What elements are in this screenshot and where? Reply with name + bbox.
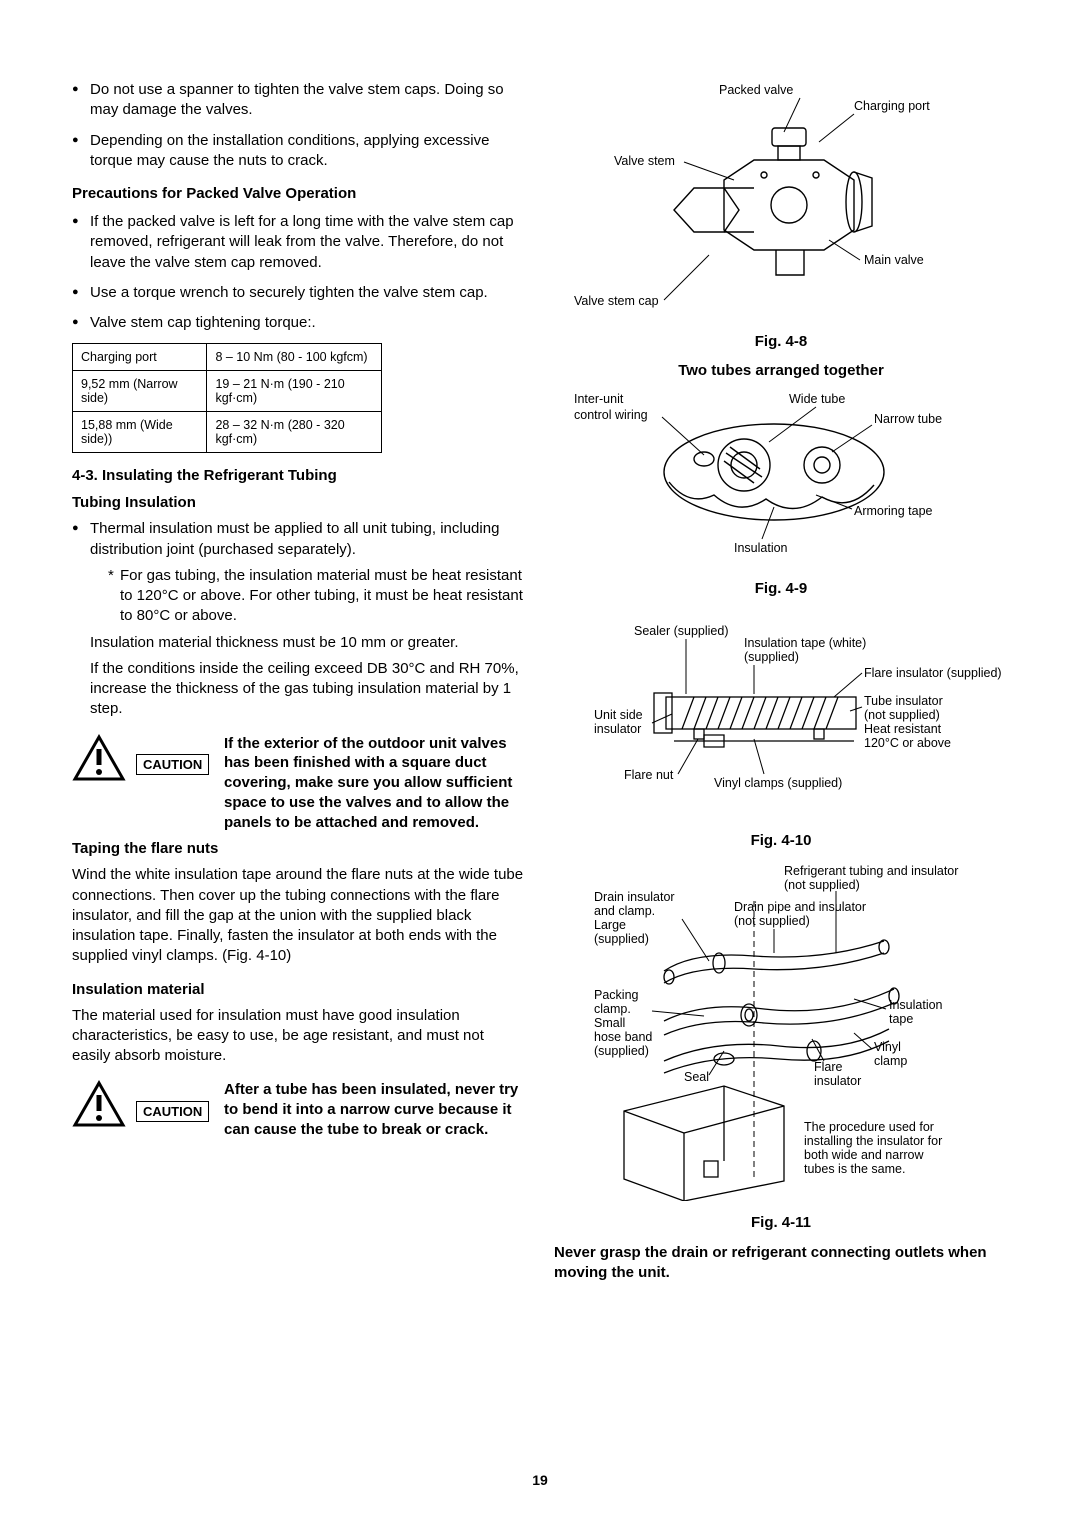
right-column: Packed valve Charging port Valve stem Ma… <box>554 80 1008 1284</box>
figure-4-9-caption: Fig. 4-9 <box>554 580 1008 597</box>
label-packed-valve: Packed valve <box>719 83 793 97</box>
label-flare-nut: Flare nut <box>624 768 674 782</box>
label-packing-4: hose band <box>594 1030 652 1044</box>
label-refr-2: (not supplied) <box>784 878 860 892</box>
label-procedure-1: The procedure used for <box>804 1120 934 1134</box>
label-charging-port: Charging port <box>854 99 930 113</box>
caution-block-2: CAUTION After a tube has been insulated,… <box>72 1080 526 1139</box>
label-tube-insulator-2: (not supplied) <box>864 708 940 722</box>
conditions-note: If the conditions inside the ceiling exc… <box>90 659 526 720</box>
table-cell: 28 – 32 N·m (280 - 320 kgf·cm) <box>207 412 382 453</box>
label-packing-2: clamp. <box>594 1002 631 1016</box>
label-insulation: Insulation <box>734 541 788 555</box>
label-unit-side-1: Unit side <box>594 708 643 722</box>
caution-left: CAUTION <box>72 734 212 782</box>
figure-4-8: Packed valve Charging port Valve stem Ma… <box>554 80 1008 320</box>
figure-4-11: Refrigerant tubing and insulator (not su… <box>554 861 1008 1201</box>
label-heat-resistant-1: Heat resistant <box>864 722 942 736</box>
table-cell: 9,52 mm (Narrow side) <box>73 371 207 412</box>
label-drain-ins-3: Large <box>594 918 626 932</box>
label-packing-3: Small <box>594 1016 625 1030</box>
insulation-material-heading: Insulation material <box>72 981 526 998</box>
label-main-valve: Main valve <box>864 253 924 267</box>
bullet-item: If the packed valve is left for a long t… <box>72 212 526 273</box>
figure-4-10: Sealer (supplied) Insulation tape (white… <box>554 619 1008 819</box>
table-cell: 19 – 21 N·m (190 - 210 kgf·cm) <box>207 371 382 412</box>
label-flare-2: insulator <box>814 1074 861 1088</box>
label-drain-ins-4: (supplied) <box>594 932 649 946</box>
table-cell: 15,88 mm (Wide side)) <box>73 412 207 453</box>
label-refr-1: Refrigerant tubing and insulator <box>784 864 958 878</box>
bullet-item: Depending on the installation conditions… <box>72 131 526 172</box>
label-drain-pipe-2: (not supplied) <box>734 914 810 928</box>
label-valve-stem-cap: Valve stem cap <box>574 294 659 308</box>
thickness-note: Insulation material thickness must be 10… <box>90 633 526 653</box>
caution-text: After a tube has been insulated, never t… <box>224 1080 526 1139</box>
two-tubes-heading: Two tubes arranged together <box>554 362 1008 379</box>
label-ins-tape-1: Insulation <box>889 998 943 1012</box>
precautions-list: If the packed valve is left for a long t… <box>72 212 526 333</box>
warning-triangle-icon <box>72 1080 126 1128</box>
torque-table: Charging port 8 – 10 Nm (80 - 100 kgfcm)… <box>72 343 382 453</box>
label-narrow-tube: Narrow tube <box>874 412 942 426</box>
page-number: 19 <box>532 1472 548 1488</box>
label-flare-insulator: Flare insulator (supplied) <box>864 666 1002 680</box>
label-packing-1: Packing <box>594 988 639 1002</box>
label-tube-insulator-1: Tube insulator <box>864 694 943 708</box>
label-sealer: Sealer (supplied) <box>634 624 729 638</box>
star-note: For gas tubing, the insulation material … <box>108 566 526 627</box>
label-interunit: Inter-unit <box>574 392 624 406</box>
label-flare-1: Flare <box>814 1060 843 1074</box>
bullet-item: Valve stem cap tightening torque:. <box>72 313 526 333</box>
top-bullets: Do not use a spanner to tighten the valv… <box>72 80 526 171</box>
figure-4-8-caption: Fig. 4-8 <box>554 333 1008 350</box>
caution-label: CAUTION <box>136 754 209 775</box>
label-wide-tube: Wide tube <box>789 392 845 406</box>
table-cell: 8 – 10 Nm (80 - 100 kgfcm) <box>207 344 382 371</box>
section-4-3-heading: 4-3. Insulating the Refrigerant Tubing <box>72 467 526 484</box>
caution-text: If the exterior of the outdoor unit valv… <box>224 734 526 833</box>
left-column: Do not use a spanner to tighten the valv… <box>72 80 526 1284</box>
label-procedure-4: tubes is the same. <box>804 1162 905 1176</box>
label-control-wiring: control wiring <box>574 408 648 422</box>
table-row: 15,88 mm (Wide side)) 28 – 32 N·m (280 -… <box>73 412 382 453</box>
bullet-text: Thermal insulation must be applied to al… <box>90 520 499 557</box>
precautions-heading: Precautions for Packed Valve Operation <box>72 185 526 202</box>
tubing-insulation-heading: Tubing Insulation <box>72 494 526 511</box>
figure-4-11-caption: Fig. 4-11 <box>554 1214 1008 1231</box>
table-row: 9,52 mm (Narrow side) 19 – 21 N·m (190 -… <box>73 371 382 412</box>
table-cell: Charging port <box>73 344 207 371</box>
bullet-item: Do not use a spanner to tighten the valv… <box>72 80 526 121</box>
taping-heading: Taping the flare nuts <box>72 840 526 857</box>
figure-4-10-caption: Fig. 4-10 <box>554 832 1008 849</box>
caution-label: CAUTION <box>136 1101 209 1122</box>
taping-paragraph: Wind the white insulation tape around th… <box>72 865 526 966</box>
label-drain-ins-2: and clamp. <box>594 904 655 918</box>
label-valve-stem: Valve stem <box>614 154 675 168</box>
figure-4-9: Inter-unit control wiring Wide tube Narr… <box>554 387 1008 567</box>
label-vinyl-2: clamp <box>874 1054 907 1068</box>
tubing-list: Thermal insulation must be applied to al… <box>72 519 526 719</box>
label-ins-tape-white-2: (supplied) <box>744 650 799 664</box>
final-note: Never grasp the drain or refrigerant con… <box>554 1243 1008 1284</box>
label-procedure-2: installing the insulator for <box>804 1134 942 1148</box>
label-packing-5: (supplied) <box>594 1044 649 1058</box>
label-procedure-3: both wide and narrow <box>804 1148 924 1162</box>
warning-triangle-icon <box>72 734 126 782</box>
label-unit-side-2: insulator <box>594 722 641 736</box>
label-vinyl-clamps: Vinyl clamps (supplied) <box>714 776 842 790</box>
label-heat-resistant-2: 120°C or above <box>864 736 951 750</box>
caution-block-1: CAUTION If the exterior of the outdoor u… <box>72 734 526 833</box>
label-ins-tape-white-1: Insulation tape (white) <box>744 636 866 650</box>
label-ins-tape-2: tape <box>889 1012 913 1026</box>
label-drain-ins-1: Drain insulator <box>594 890 675 904</box>
label-armoring-tape: Armoring tape <box>854 504 933 518</box>
caution-left: CAUTION <box>72 1080 212 1128</box>
table-row: Charging port 8 – 10 Nm (80 - 100 kgfcm) <box>73 344 382 371</box>
insulation-material-paragraph: The material used for insulation must ha… <box>72 1006 526 1067</box>
bullet-item: Use a torque wrench to securely tighten … <box>72 283 526 303</box>
label-seal: Seal <box>684 1070 709 1084</box>
bullet-item: Thermal insulation must be applied to al… <box>72 519 526 719</box>
